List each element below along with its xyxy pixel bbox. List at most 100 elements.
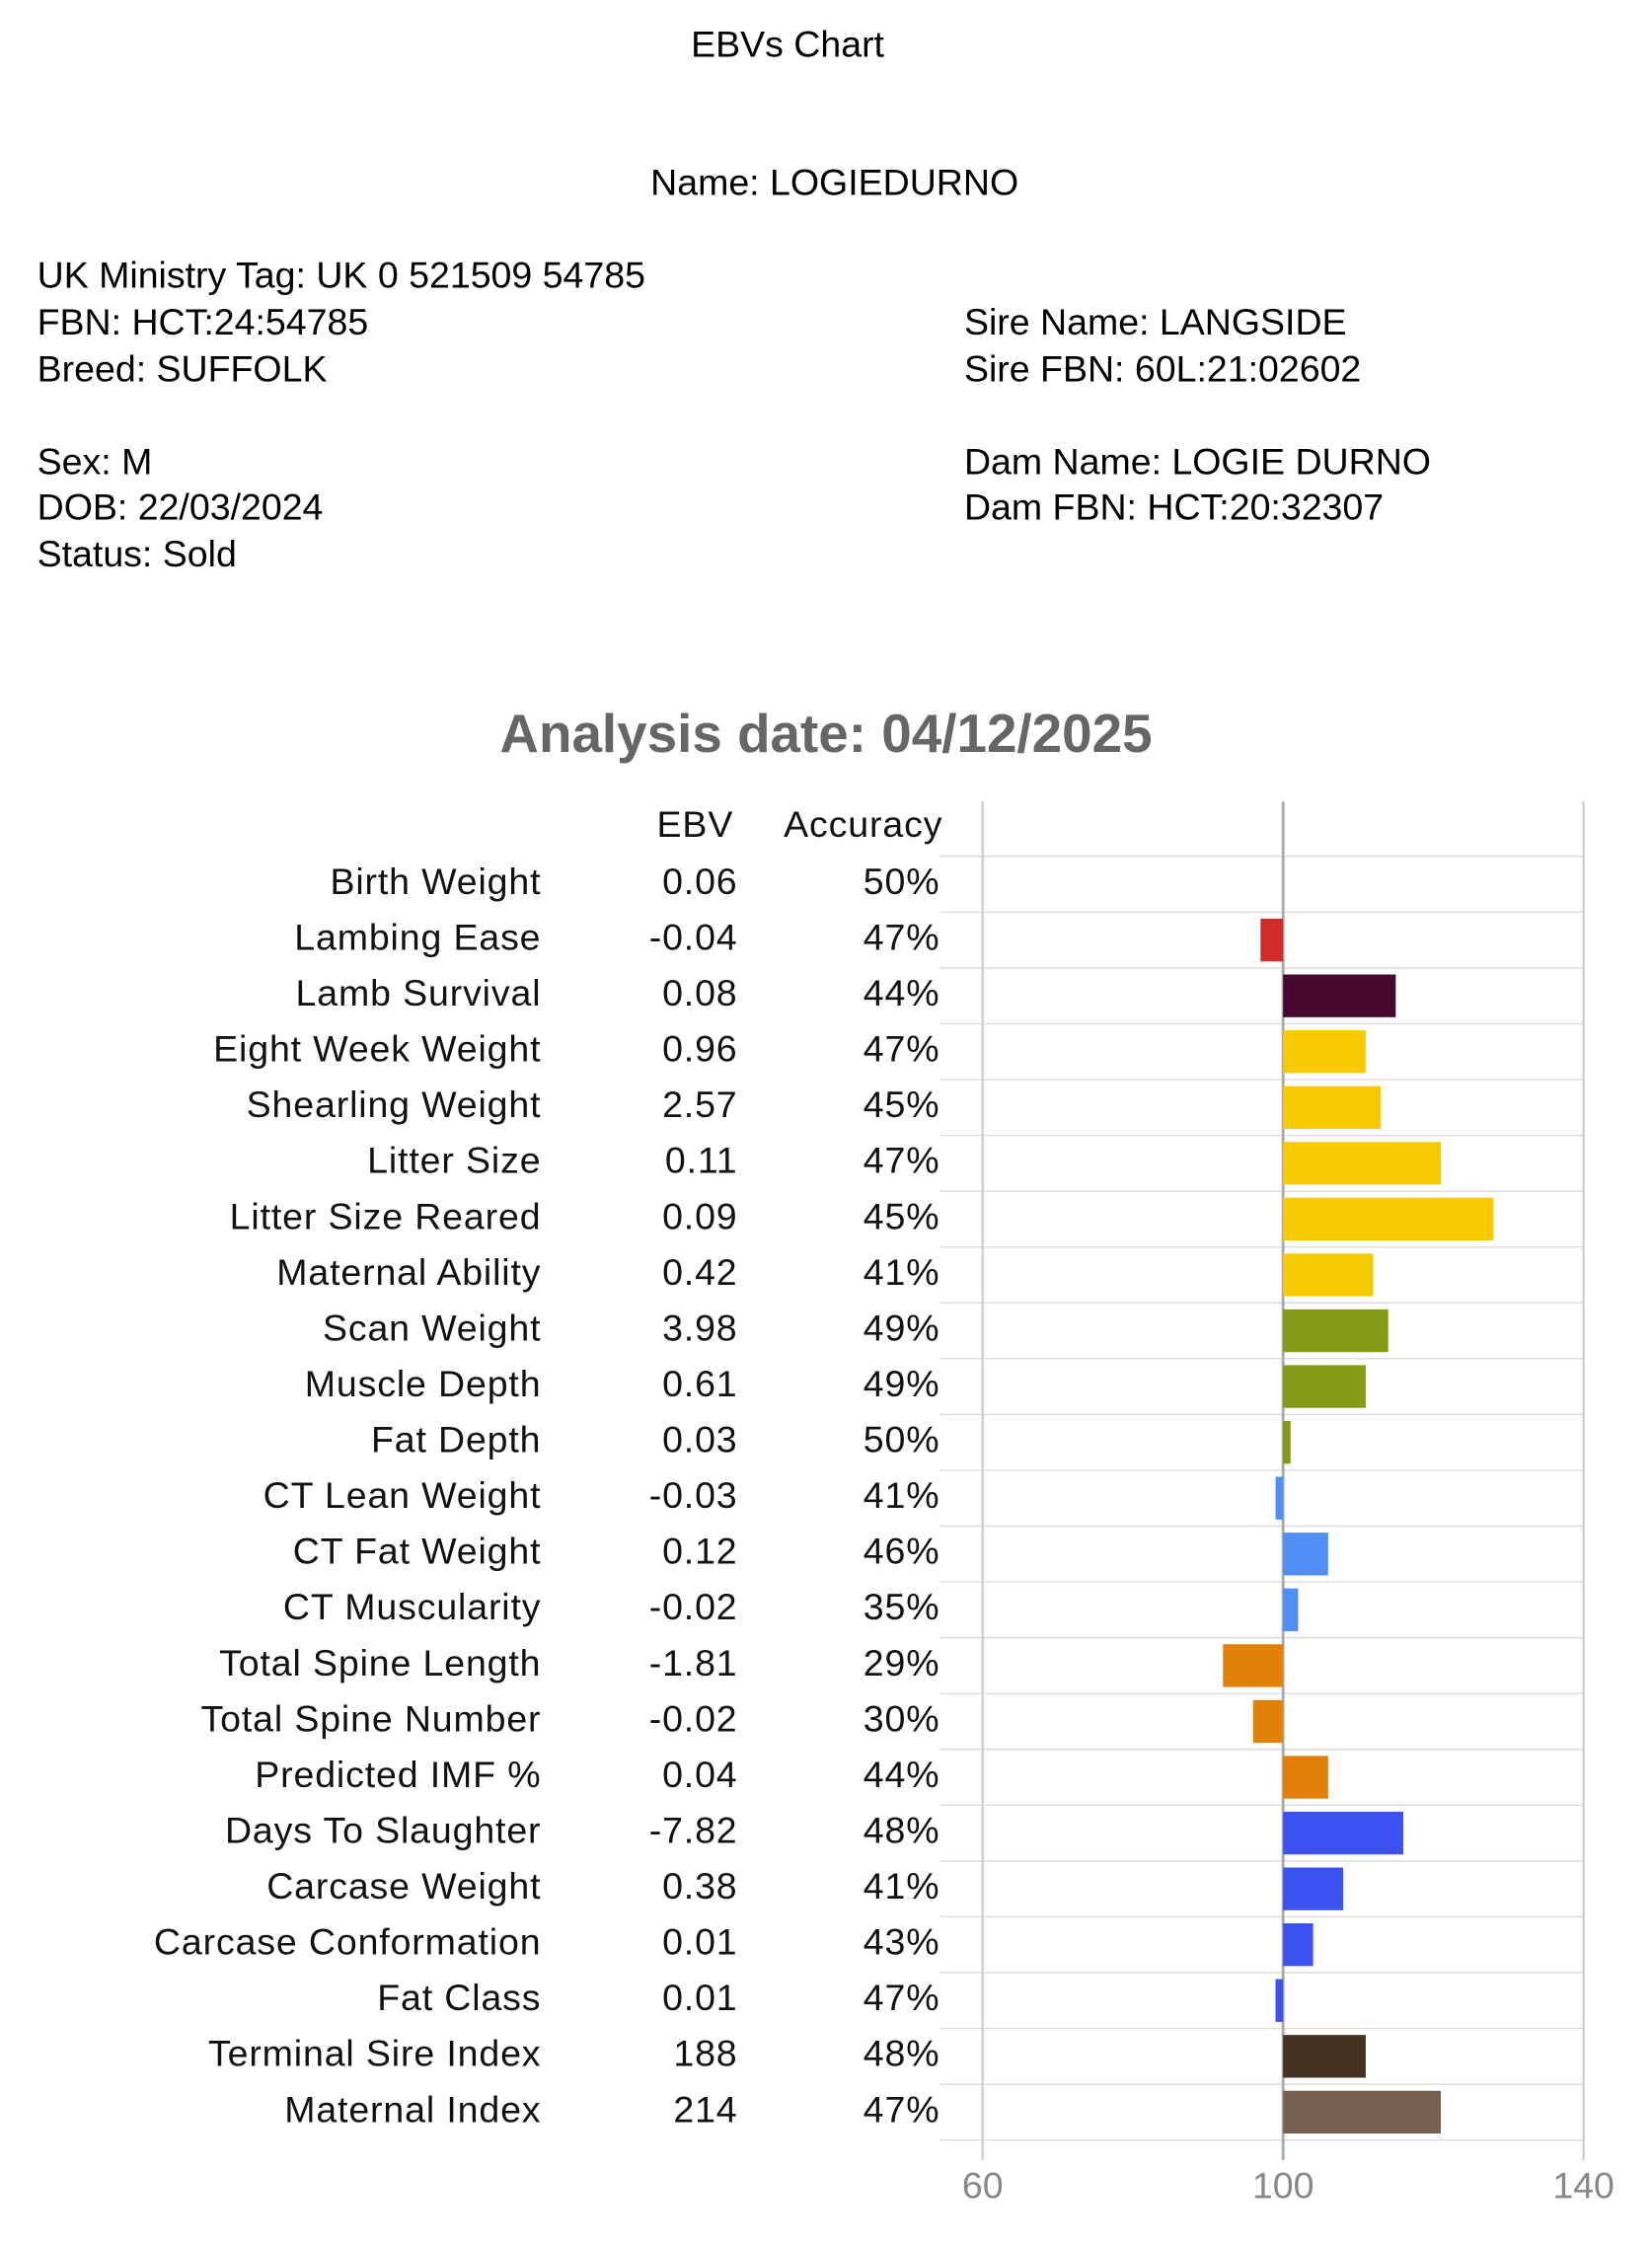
category-label: Birth Weight bbox=[330, 860, 541, 902]
ebv-value: 214 bbox=[673, 2088, 737, 2130]
accuracy-value: 41% bbox=[864, 1474, 940, 1516]
category-label: Carcase Weight bbox=[266, 1865, 541, 1907]
accuracy-header: Accuracy bbox=[784, 803, 942, 845]
ebv-value: 0.08 bbox=[662, 972, 737, 1013]
category-label: Carcase Conformation bbox=[154, 1921, 541, 1963]
category-label: Lamb Survival bbox=[296, 972, 542, 1013]
x-tick-label: 140 bbox=[1552, 2165, 1614, 2207]
ebv-value: 0.12 bbox=[662, 1531, 737, 1572]
accuracy-value: 47% bbox=[864, 1028, 940, 1070]
category-label: Maternal Index bbox=[284, 2088, 541, 2130]
category-label: Eight Week Weight bbox=[213, 1028, 541, 1070]
category-label: Scan Weight bbox=[323, 1307, 541, 1348]
info-right: Dam Name: LOGIE DURNO bbox=[964, 440, 1431, 482]
category-label: Fat Class bbox=[377, 1977, 541, 2018]
ebv-value: 0.04 bbox=[662, 1754, 737, 1795]
accuracy-value: 47% bbox=[864, 1977, 940, 2018]
bar bbox=[1252, 1699, 1284, 1744]
category-label: Fat Depth bbox=[371, 1419, 541, 1460]
info-left: FBN: HCT:24:54785 bbox=[38, 301, 369, 342]
chart-title: Analysis date: 04/12/2025 bbox=[499, 703, 1152, 764]
ebv-value: 0.01 bbox=[662, 1921, 737, 1963]
info-right: Sire Name: LANGSIDE bbox=[964, 301, 1347, 342]
category-label: CT Lean Weight bbox=[263, 1474, 542, 1516]
ebv-value: 0.42 bbox=[662, 1251, 737, 1293]
bar bbox=[1283, 2035, 1366, 2078]
category-label: Predicted IMF % bbox=[255, 1754, 541, 1795]
bar bbox=[1275, 1476, 1284, 1520]
ebv-value: 0.06 bbox=[662, 860, 737, 902]
accuracy-value: 47% bbox=[864, 2088, 940, 2130]
category-label: Shearling Weight bbox=[247, 1084, 542, 1125]
info-left: Sex: M bbox=[38, 440, 153, 482]
category-label: CT Fat Weight bbox=[293, 1531, 542, 1572]
category-label: CT Muscularity bbox=[283, 1586, 541, 1627]
bar bbox=[1283, 1533, 1328, 1576]
accuracy-value: 45% bbox=[864, 1084, 940, 1125]
ebv-value: 2.57 bbox=[662, 1084, 737, 1125]
bar bbox=[1283, 1142, 1442, 1185]
accuracy-value: 46% bbox=[864, 1531, 940, 1572]
ebv-value: -0.03 bbox=[649, 1474, 738, 1516]
info-right: Dam FBN: HCT:20:32307 bbox=[964, 486, 1384, 527]
info-left: Status: Sold bbox=[38, 533, 237, 574]
accuracy-value: 50% bbox=[864, 1419, 940, 1460]
info-right: Sire FBN: 60L:21:02602 bbox=[964, 348, 1361, 390]
category-label: Maternal Ability bbox=[276, 1251, 541, 1293]
ebv-value: -0.02 bbox=[649, 1586, 738, 1627]
x-tick-label: 60 bbox=[962, 2165, 1004, 2207]
bar bbox=[1283, 1197, 1494, 1241]
category-label: Litter Size Reared bbox=[230, 1195, 542, 1236]
page-heading: EBVs Chart bbox=[691, 24, 884, 65]
category-label: Muscle Depth bbox=[305, 1363, 542, 1404]
ebv-header: EBV bbox=[657, 803, 734, 845]
bar bbox=[1223, 1644, 1284, 1687]
category-label: Litter Size bbox=[367, 1140, 541, 1181]
ebv-value: 0.61 bbox=[662, 1363, 737, 1404]
accuracy-value: 30% bbox=[864, 1697, 940, 1739]
accuracy-value: 49% bbox=[864, 1363, 940, 1404]
accuracy-value: 41% bbox=[864, 1251, 940, 1293]
category-label: Lambing Ease bbox=[294, 917, 541, 958]
accuracy-value: 44% bbox=[864, 1754, 940, 1795]
accuracy-value: 43% bbox=[864, 1921, 940, 1963]
bar bbox=[1283, 974, 1396, 1017]
category-label: Days To Slaughter bbox=[225, 1809, 541, 1850]
bar bbox=[1283, 1811, 1403, 1855]
ebv-value: -1.81 bbox=[649, 1642, 738, 1683]
accuracy-value: 50% bbox=[864, 860, 940, 902]
category-label: Terminal Sire Index bbox=[208, 2033, 541, 2074]
accuracy-value: 47% bbox=[864, 1140, 940, 1181]
bar bbox=[1283, 1756, 1328, 1799]
x-tick-label: 100 bbox=[1252, 2165, 1314, 2207]
bar bbox=[1283, 1923, 1314, 1967]
ebv-value: 188 bbox=[673, 2033, 737, 2074]
bar bbox=[1283, 2090, 1442, 2134]
bar bbox=[1283, 1085, 1382, 1129]
bar bbox=[1283, 1421, 1291, 1464]
bar bbox=[1283, 1030, 1366, 1074]
bar bbox=[1283, 1365, 1366, 1408]
accuracy-value: 47% bbox=[864, 917, 940, 958]
category-label: Total Spine Length bbox=[219, 1642, 541, 1683]
ebv-value: -0.02 bbox=[649, 1697, 738, 1739]
ebv-value: 0.96 bbox=[662, 1028, 737, 1070]
ebv-value: 3.98 bbox=[662, 1307, 737, 1348]
accuracy-value: 48% bbox=[864, 2033, 940, 2074]
ebv-value: 0.38 bbox=[662, 1865, 737, 1907]
accuracy-value: 41% bbox=[864, 1865, 940, 1907]
category-label: Total Spine Number bbox=[200, 1697, 541, 1739]
ebv-value: 0.11 bbox=[665, 1140, 738, 1181]
bar bbox=[1260, 918, 1284, 962]
accuracy-value: 45% bbox=[864, 1195, 940, 1236]
ebv-value: -0.04 bbox=[649, 917, 738, 958]
bar bbox=[1283, 1588, 1299, 1631]
accuracy-value: 29% bbox=[864, 1642, 940, 1683]
info-left: Breed: SUFFOLK bbox=[38, 348, 328, 390]
bar bbox=[1283, 1867, 1344, 1910]
ebv-value: 0.01 bbox=[662, 1977, 737, 2018]
bar bbox=[1283, 1309, 1389, 1353]
ebv-value: -7.82 bbox=[649, 1809, 738, 1850]
accuracy-value: 48% bbox=[864, 1809, 940, 1850]
bar bbox=[1275, 1979, 1284, 2022]
